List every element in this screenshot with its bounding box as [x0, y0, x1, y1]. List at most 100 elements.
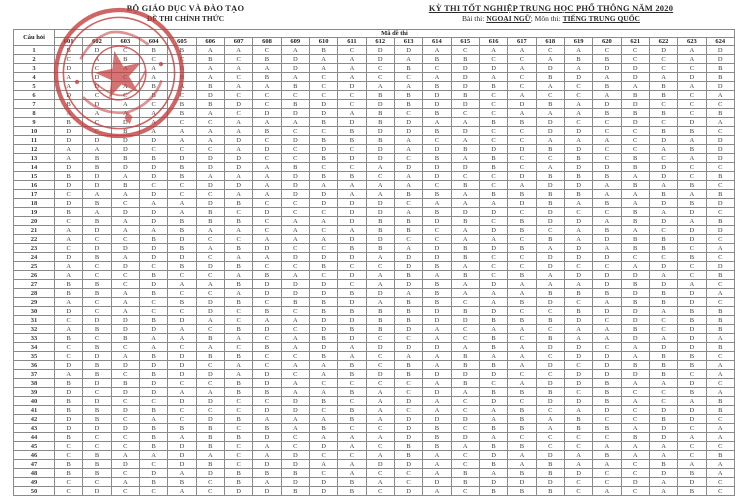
answer-cell: B: [563, 306, 594, 316]
answer-cell: D: [365, 198, 395, 208]
exam-code: 602: [82, 37, 112, 46]
answer-cell: D: [337, 270, 367, 280]
answer-cell: A: [280, 378, 310, 388]
answer-cell: A: [53, 270, 84, 280]
answer-cell: C: [393, 405, 424, 415]
answer-cell: D: [195, 261, 225, 271]
answer-cell: B: [393, 63, 424, 73]
answer-cell: B: [422, 126, 452, 136]
answer-cell: A: [478, 72, 509, 82]
answer-cell: C: [393, 153, 424, 163]
answer-cell: C: [507, 153, 537, 163]
answer-cell: C: [393, 387, 424, 397]
answer-cell: A: [393, 54, 424, 64]
answer-cell: A: [365, 297, 395, 307]
answer-cell: A: [223, 252, 254, 262]
answer-cell: B: [223, 432, 254, 442]
answer-cell: A: [280, 45, 310, 55]
answer-cell: A: [592, 180, 622, 190]
answer-cell: B: [563, 54, 594, 64]
answer-cell: D: [563, 369, 594, 379]
table-row: 17 C A A D C C A A D D A A B B A B B B B A A B A B: [13, 189, 736, 199]
answer-cell: D: [677, 288, 707, 298]
answer-cell: D: [167, 315, 197, 325]
answer-cell: B: [422, 153, 452, 163]
answer-cell: B: [365, 306, 395, 316]
answer-cell: C: [677, 99, 707, 109]
answer-cell: D: [592, 162, 622, 172]
table-row: 25 A C D C B D B C C B C C D B A C C D C C A D C D: [13, 261, 736, 271]
answer-cell: C: [620, 414, 650, 424]
answer-cell: C: [563, 477, 594, 487]
answer-cell: B: [677, 144, 707, 154]
answer-cell: B: [167, 99, 197, 109]
answer-cell: C: [337, 396, 367, 406]
answer-cell: D: [252, 324, 282, 334]
question-number: 1: [13, 45, 55, 55]
answer-cell: B: [422, 261, 452, 271]
answer-cell: C: [280, 432, 310, 442]
answer-cell: C: [478, 180, 509, 190]
answer-cell: C: [507, 261, 537, 271]
question-number: 21: [13, 225, 55, 235]
answer-cell: C: [365, 441, 395, 451]
answer-cell: D: [82, 225, 112, 235]
answer-cell: A: [450, 225, 480, 235]
answer-cell: B: [592, 81, 622, 91]
answer-cell: A: [563, 459, 594, 469]
question-number: 43: [13, 423, 55, 433]
answer-cell: B: [478, 189, 509, 199]
answer-cell: A: [195, 243, 225, 253]
answer-cell: B: [507, 243, 537, 253]
answer-cell: D: [563, 72, 594, 82]
answer-cell: B: [138, 405, 169, 415]
answer-cell: C: [677, 243, 707, 253]
answer-cell: C: [507, 162, 537, 172]
answer-cell: A: [677, 432, 707, 442]
answer-cell: C: [365, 63, 395, 73]
answer-cell: D: [252, 288, 282, 298]
answer-cell: D: [478, 369, 509, 379]
answer-cell: C: [280, 144, 310, 154]
answer-cell: A: [252, 162, 282, 172]
answer-cell: A: [337, 342, 367, 352]
answer-cell: A: [705, 432, 736, 442]
answer-cell: B: [677, 126, 707, 136]
answer-cell: C: [110, 198, 140, 208]
question-number: 35: [13, 351, 55, 361]
answer-cell: B: [252, 423, 282, 433]
answer-cell: D: [252, 432, 282, 442]
answer-cell: D: [110, 117, 140, 127]
answer-cell: D: [308, 288, 339, 298]
answer-cell: D: [592, 252, 622, 262]
answer-cell: A: [507, 108, 537, 118]
answer-cell: C: [478, 270, 509, 280]
question-number: 16: [13, 180, 55, 190]
answer-cell: C: [280, 90, 310, 100]
answer-cell: B: [450, 378, 480, 388]
answer-cell: D: [535, 297, 565, 307]
answer-cell: B: [450, 306, 480, 316]
answer-cell: C: [535, 351, 565, 361]
answer-cell: D: [252, 243, 282, 253]
answer-cell: C: [82, 234, 112, 244]
answer-cell: D: [82, 72, 112, 82]
answer-cell: D: [705, 153, 736, 163]
answer-cell: B: [648, 81, 679, 91]
answer-cell: D: [167, 252, 197, 262]
answer-cell: A: [677, 396, 707, 406]
question-number: 7: [13, 99, 55, 109]
answer-cell: B: [82, 468, 112, 478]
answer-cell: A: [535, 54, 565, 64]
answer-cell: D: [620, 315, 650, 325]
answer-cell: D: [422, 144, 452, 154]
answer-cell: D: [677, 414, 707, 424]
answer-cell: A: [450, 441, 480, 451]
answer-cell: A: [478, 432, 509, 442]
answer-cell: A: [195, 126, 225, 136]
answer-cell: A: [677, 153, 707, 163]
answer-cell: D: [53, 252, 84, 262]
answer-cell: B: [308, 351, 339, 361]
answer-cell: A: [478, 405, 509, 415]
